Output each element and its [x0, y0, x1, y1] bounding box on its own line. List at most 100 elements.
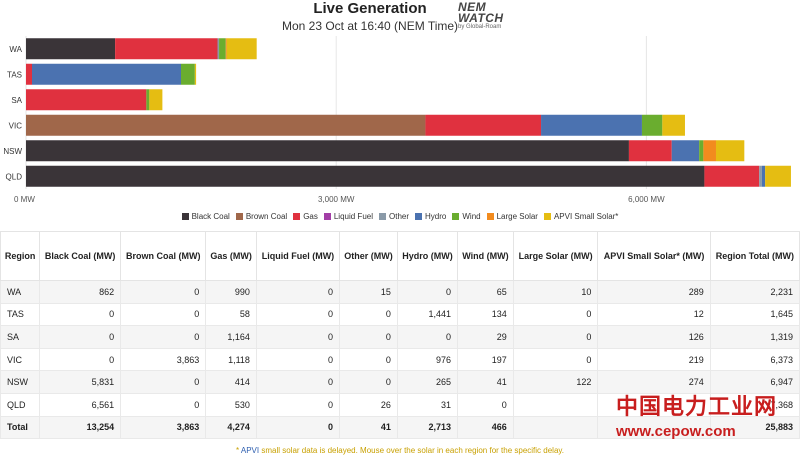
value-cell: 990: [205, 280, 257, 304]
legend-label: Hydro: [425, 211, 447, 221]
value-cell: 0: [338, 347, 398, 372]
bar-segment[interactable]: [765, 165, 791, 187]
bar-segment[interactable]: [26, 114, 426, 136]
bar-segment[interactable]: [149, 89, 163, 111]
bar-segment[interactable]: [31, 63, 181, 85]
legend-item[interactable]: Large Solar: [486, 211, 538, 221]
value-cell: 25,883: [709, 415, 800, 440]
logo-text: NEM WATCH: [458, 0, 504, 25]
bar-segment[interactable]: [761, 165, 766, 187]
value-cell: 58: [205, 302, 257, 327]
table-header-cell[interactable]: Other (MW): [338, 231, 398, 281]
legend-item[interactable]: Other: [379, 212, 409, 221]
value-cell: [597, 415, 711, 440]
value-cell: 134: [457, 302, 514, 327]
value-cell: 3,863: [120, 415, 207, 440]
value-cell: 0: [255, 415, 340, 440]
bar-segment[interactable]: [194, 63, 197, 85]
table-total-row: Total 13,254 3,863 4,274 0 41 2,713 466 25,883: [0, 415, 800, 440]
value-cell: 0: [39, 325, 122, 349]
table-header-cell[interactable]: Region Total (MW): [709, 231, 800, 281]
value-cell: 15: [338, 280, 398, 304]
footnote-star: *: [235, 446, 240, 455]
bar-segment[interactable]: [703, 140, 716, 162]
table-header-cell[interactable]: Black Coal (MW): [39, 231, 122, 281]
y-category-label: VIC: [9, 121, 23, 130]
table-header-cell[interactable]: APVI Small Solar* (MW): [597, 231, 711, 281]
bar-segment[interactable]: [225, 38, 227, 60]
value-cell: 0: [338, 370, 398, 394]
nem-watch-logo: NEM WATCH by Global-Roam: [458, 0, 528, 32]
bar-segment[interactable]: [641, 114, 663, 136]
chart-title: Live Generation: [313, 0, 427, 17]
bar-segment[interactable]: [628, 140, 672, 162]
value-cell: 12: [597, 302, 711, 327]
bar-segment[interactable]: [26, 140, 629, 162]
bar-segment[interactable]: [217, 38, 220, 60]
legend-item[interactable]: Black Coal: [181, 212, 230, 221]
watermark-chinese: 中国电力工业网: [616, 394, 778, 419]
value-cell: 2,231: [709, 280, 800, 304]
bar-segment[interactable]: [115, 38, 218, 60]
legend-item[interactable]: Brown Coal: [235, 212, 287, 221]
bar-segment[interactable]: [26, 89, 147, 111]
watermark-url: www.cepow.com: [616, 423, 736, 440]
value-cell: 5,831: [39, 370, 122, 394]
footnote-apvi-link[interactable]: APVI: [240, 446, 260, 455]
bar-segment[interactable]: [425, 114, 542, 136]
legend-item[interactable]: APVI Small Solar*: [543, 211, 619, 221]
bar-segment[interactable]: [759, 165, 762, 187]
value-cell: 0: [512, 325, 599, 349]
bar-segment[interactable]: [219, 38, 226, 60]
value-cell: 6,947: [709, 370, 800, 394]
legend-label: Other: [389, 211, 410, 221]
legend-swatch: [486, 212, 494, 220]
bar-segment[interactable]: [146, 89, 150, 111]
table-header-cell[interactable]: Hydro (MW): [396, 231, 459, 281]
legend-swatch: [323, 212, 331, 220]
bar-segment[interactable]: [715, 140, 745, 162]
y-category-label: WA: [9, 45, 22, 54]
bar-segment[interactable]: [671, 140, 700, 162]
legend-swatch: [543, 212, 551, 220]
y-category-label: NSW: [3, 147, 22, 156]
table-header-cell[interactable]: Gas (MW): [205, 231, 257, 281]
bar-segment[interactable]: [26, 63, 32, 85]
bar-segment[interactable]: [699, 140, 704, 162]
legend-item[interactable]: Wind: [452, 212, 481, 221]
y-category-label: QLD: [6, 172, 23, 181]
table-header-cell[interactable]: Large Solar (MW): [512, 231, 599, 281]
value-cell: 862: [39, 280, 122, 304]
bar-segment[interactable]: [541, 114, 642, 136]
value-cell: 65: [457, 280, 514, 304]
bar-segment[interactable]: [180, 63, 195, 85]
legend-item[interactable]: Liquid Fuel: [323, 212, 373, 221]
bar-segment[interactable]: [226, 38, 257, 60]
table-header-cell[interactable]: Region: [0, 231, 41, 281]
y-category-label: SA: [11, 96, 22, 105]
bar-segment[interactable]: [26, 165, 705, 187]
value-cell: 4,274: [205, 415, 257, 440]
bar-segment[interactable]: [662, 114, 685, 136]
chart-header: Live Generation Mon 23 Oct at 16:40 (NEM…: [0, 0, 800, 36]
value-cell: 31: [396, 392, 459, 417]
value-cell: 1,118: [205, 347, 257, 372]
table-header-cell[interactable]: Brown Coal (MW): [120, 231, 207, 281]
stacked-bar-chart[interactable]: 0 MW 3,000 MW 6,000 MW WA TAS SA VIC NSW QLD: [0, 34, 800, 209]
legend-item[interactable]: Gas: [293, 212, 318, 221]
bar-segment[interactable]: [704, 165, 760, 187]
x-tick-label: 3,000 MW: [318, 195, 355, 204]
legend-label: APVI Small Solar*: [553, 211, 619, 221]
logo-subtext: by Global-Roam: [458, 24, 502, 30]
table-header-cell[interactable]: Liquid Fuel (MW): [255, 231, 340, 281]
value-cell: 0: [255, 370, 340, 394]
x-tick-label: 6,000 MW: [628, 195, 665, 204]
legend-swatch: [452, 212, 460, 220]
value-cell: 1,645: [709, 302, 800, 327]
table-header-cell[interactable]: Wind (MW): [457, 231, 514, 281]
legend-label: Large Solar: [496, 211, 538, 221]
y-category-label: TAS: [7, 70, 22, 79]
value-cell: 466: [457, 415, 514, 440]
bar-segment[interactable]: [26, 38, 116, 60]
legend-item[interactable]: Hydro: [415, 212, 446, 221]
